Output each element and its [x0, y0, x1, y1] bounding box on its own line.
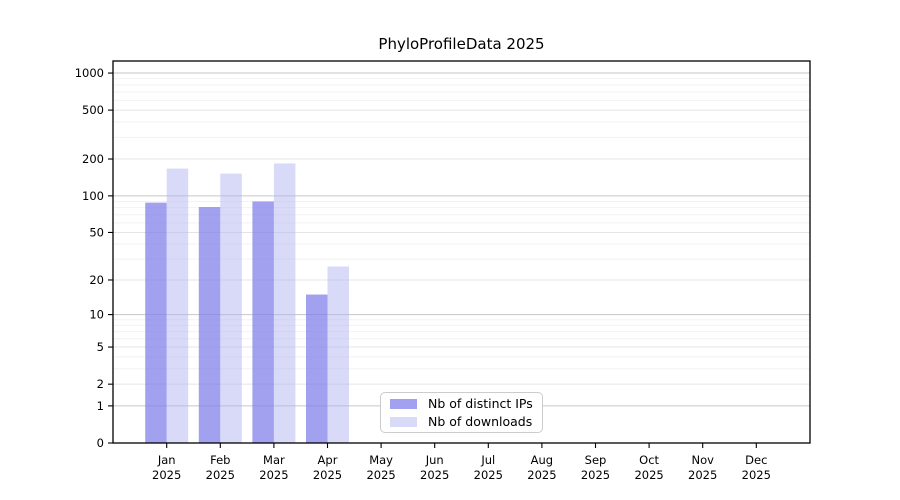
bar-downloads-apr [327, 266, 349, 443]
bar-downloads-jan [166, 168, 189, 443]
x-tick-label-year: 2025 [313, 468, 342, 482]
x-tick-label-year: 2025 [206, 468, 235, 482]
y-tick-label: 0 [97, 436, 104, 450]
legend-swatch-distinct-ips [390, 398, 417, 409]
bar-downloads-mar [273, 163, 296, 443]
x-tick-label-year: 2025 [420, 468, 449, 482]
bar-distinct-ips-feb [198, 207, 221, 443]
y-tick-label: 10 [89, 308, 104, 322]
bar-distinct-ips-jan [145, 202, 167, 443]
x-tick-label-month: Apr [318, 453, 338, 467]
legend: Nb of distinct IPs Nb of downloads [380, 392, 543, 433]
x-tick-label-year: 2025 [474, 468, 503, 482]
bar-distinct-ips-apr [306, 294, 328, 443]
x-tick-label-month: Sep [585, 453, 607, 467]
y-tick-label: 2 [97, 377, 104, 391]
x-tick-label-month: May [369, 453, 393, 467]
x-tick-label-year: 2025 [688, 468, 717, 482]
x-tick-label-month: Dec [745, 453, 767, 467]
legend-label-distinct-ips: Nb of distinct IPs [428, 396, 533, 411]
y-tick-label: 1000 [75, 66, 104, 80]
x-tick-label-month: Nov [691, 453, 714, 467]
x-tick-label-month: Jul [480, 453, 495, 467]
x-tick-label-month: Oct [639, 453, 659, 467]
y-tick-label: 20 [89, 273, 104, 287]
y-tick-label: 50 [89, 225, 104, 239]
plot-frame [112, 60, 811, 444]
x-tick-label-month: Mar [263, 453, 285, 467]
bar-downloads-feb [220, 173, 242, 443]
y-tick-label: 500 [82, 103, 104, 117]
x-tick-label-month: Jan [157, 453, 176, 467]
x-tick-label-year: 2025 [742, 468, 771, 482]
legend-swatch-downloads [390, 416, 417, 427]
y-tick-label: 5 [97, 340, 104, 354]
x-tick-label-year: 2025 [152, 468, 181, 482]
bar-distinct-ips-mar [252, 201, 274, 443]
legend-item-distinct-ips: Nb of distinct IPs [390, 396, 533, 411]
x-tick-label-year: 2025 [527, 468, 556, 482]
x-tick-label-year: 2025 [581, 468, 610, 482]
y-tick-label: 1 [97, 399, 104, 413]
y-tick-label: 200 [82, 152, 104, 166]
x-tick-label-month: Feb [210, 453, 230, 467]
x-tick-label-year: 2025 [259, 468, 288, 482]
x-tick-label-year: 2025 [366, 468, 395, 482]
x-tick-label-month: Jun [425, 453, 444, 467]
legend-label-downloads: Nb of downloads [428, 414, 533, 429]
legend-item-downloads: Nb of downloads [390, 414, 533, 429]
chart-title: PhyloProfileData 2025 [378, 35, 545, 53]
x-tick-label-month: Aug [531, 453, 553, 467]
y-tick-label: 100 [82, 189, 104, 203]
x-tick-label-year: 2025 [634, 468, 663, 482]
